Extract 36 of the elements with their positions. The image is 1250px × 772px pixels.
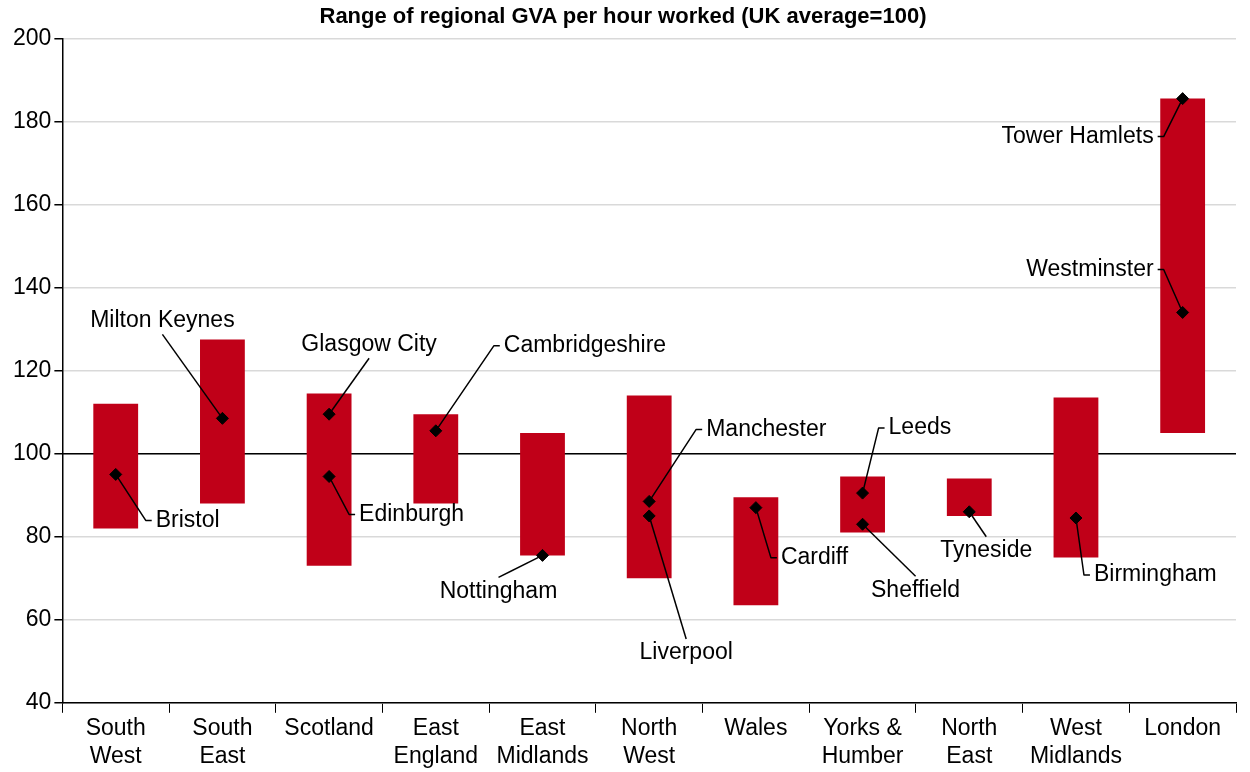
x-tick-label: Scotland [284, 713, 374, 740]
x-tick-label: East Midlands [496, 713, 589, 768]
annotation: Edinburgh [359, 499, 464, 526]
y-tick-label: 140 [13, 272, 52, 299]
annotation: Westminster [1026, 254, 1154, 281]
annotation: Milton Keynes [90, 305, 235, 332]
y-tick-label: 100 [13, 438, 52, 465]
annotation: Tower Hamlets [1001, 121, 1154, 148]
x-tick-label: London [1144, 713, 1222, 740]
x-tick-label: South East [192, 713, 253, 768]
annotation: Nottingham [439, 576, 558, 603]
annotation: Bristol [155, 505, 220, 532]
annotation: Leeds [888, 413, 952, 440]
x-tick-label: East England [393, 713, 479, 768]
annotation: Cambridgeshire [503, 331, 667, 358]
y-tick-label: 160 [13, 189, 52, 216]
y-tick-label: 80 [25, 522, 52, 549]
x-tick-label: North West [621, 713, 678, 768]
x-tick-label: Wales [724, 713, 788, 740]
x-tick-label: North East [941, 713, 998, 768]
annotation: Manchester [706, 414, 827, 441]
y-tick-label: 200 [13, 23, 52, 50]
y-tick-label: 40 [25, 688, 52, 715]
x-tick-label: South West [85, 713, 146, 768]
annotation: Tyneside [940, 536, 1033, 563]
annotation: Cardiff [780, 542, 849, 569]
annotation: Glasgow City [301, 329, 438, 356]
annotation: Liverpool [639, 638, 733, 665]
y-tick-label: 120 [13, 355, 52, 382]
x-tick-label: West Midlands [1029, 713, 1122, 768]
y-tick-label: 180 [13, 106, 52, 133]
chart-title: Range of regional GVA per hour worked (UK average=100) [319, 3, 927, 29]
x-tick-label: Yorks & Humber [821, 713, 904, 768]
annotation: Sheffield [871, 575, 961, 602]
annotation: Birmingham [1093, 560, 1217, 587]
y-tick-label: 60 [25, 605, 52, 632]
